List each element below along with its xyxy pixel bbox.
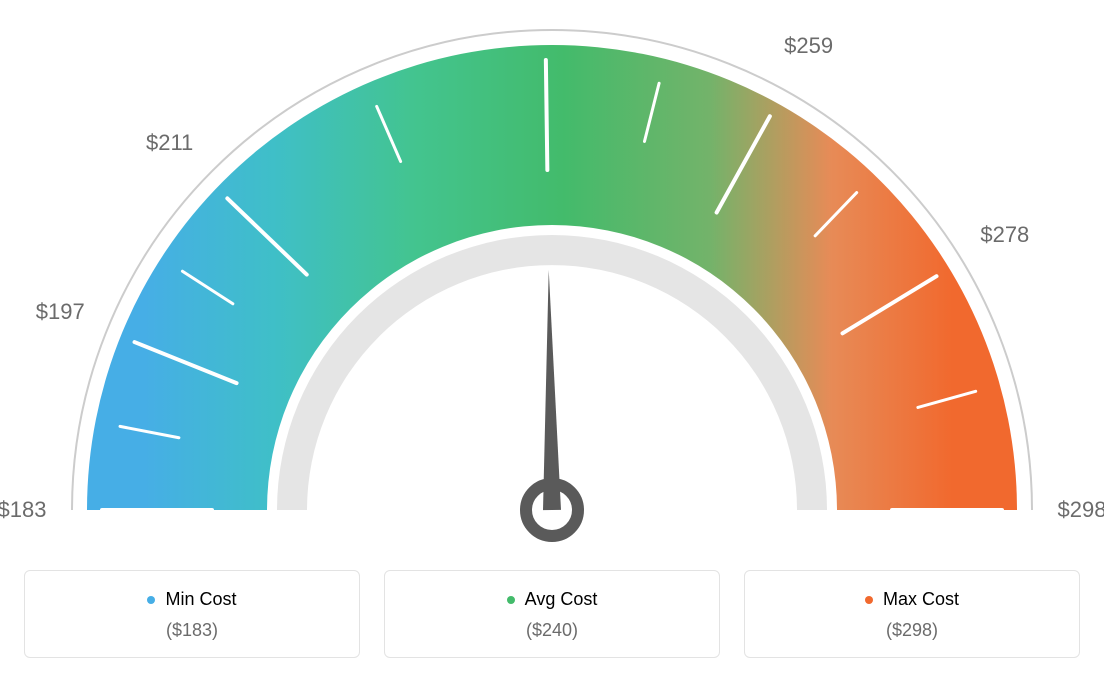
legend-card-avg: Avg Cost ($240) xyxy=(384,570,720,658)
legend-avg-title: Avg Cost xyxy=(507,589,598,610)
legend-avg-label: Avg Cost xyxy=(525,589,598,610)
legend-max-label: Max Cost xyxy=(883,589,959,610)
legend-max-value: ($298) xyxy=(755,620,1069,641)
legend-max-dot xyxy=(865,596,873,604)
legend-min-dot xyxy=(147,596,155,604)
legend-row: Min Cost ($183) Avg Cost ($240) Max Cost… xyxy=(0,570,1104,658)
gauge-svg xyxy=(0,0,1104,560)
legend-min-title: Min Cost xyxy=(147,589,236,610)
legend-avg-dot xyxy=(507,596,515,604)
legend-min-value: ($183) xyxy=(35,620,349,641)
legend-avg-value: ($240) xyxy=(395,620,709,641)
gauge-chart: $183$197$211$240$259$278$298 xyxy=(0,0,1104,560)
legend-card-max: Max Cost ($298) xyxy=(744,570,1080,658)
legend-max-title: Max Cost xyxy=(865,589,959,610)
legend-min-label: Min Cost xyxy=(165,589,236,610)
legend-card-min: Min Cost ($183) xyxy=(24,570,360,658)
